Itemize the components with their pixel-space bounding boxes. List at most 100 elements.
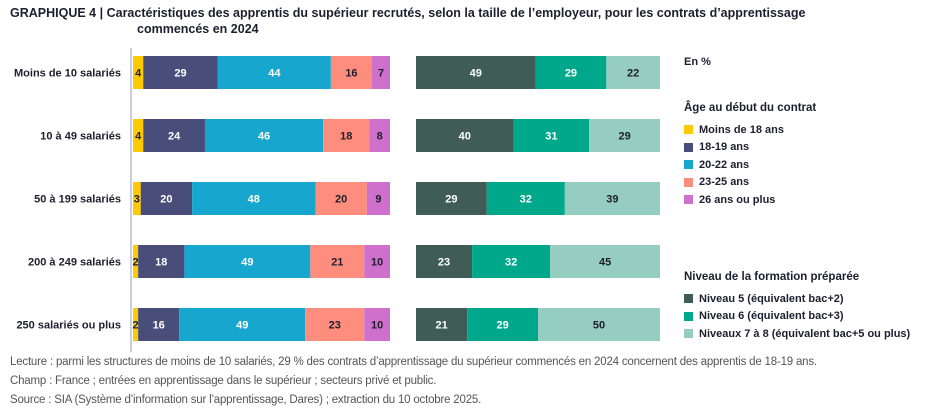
data-label: 39 bbox=[606, 194, 618, 206]
title-line1: Caractéristiques des apprentis du supéri… bbox=[106, 6, 806, 20]
note-champ: Champ : France ; entrées en apprentissag… bbox=[10, 375, 437, 387]
legend-label: Niveaux 7 à 8 (équivalent bac+5 ou plus) bbox=[699, 327, 911, 340]
bar-segment bbox=[366, 182, 390, 215]
legend-label: Niveau 6 (équivalent bac+3) bbox=[699, 310, 844, 323]
category-label: Moins de 10 salariés bbox=[14, 68, 121, 80]
legend-title: Âge au début du contrat bbox=[684, 102, 817, 114]
bar-segment bbox=[133, 308, 139, 341]
bar-segment bbox=[192, 182, 316, 215]
data-label: 29 bbox=[496, 320, 508, 332]
bar-segment bbox=[467, 308, 538, 341]
chart-notes: Lecture : parmi les structures de moins … bbox=[10, 353, 817, 410]
legend-item: 26 ans ou plus bbox=[684, 191, 816, 209]
bar-segment bbox=[179, 308, 306, 341]
bar-segment bbox=[486, 182, 565, 215]
bar-segment bbox=[140, 182, 193, 215]
legend-label: 26 ans ou plus bbox=[699, 193, 776, 206]
bar-segment bbox=[606, 56, 660, 89]
data-label: 21 bbox=[331, 257, 343, 269]
legend-label: Moins de 18 ans bbox=[699, 123, 784, 136]
legend-swatch bbox=[684, 329, 693, 339]
data-label: 7 bbox=[378, 68, 384, 80]
legend-swatch bbox=[684, 311, 693, 321]
bar-segment bbox=[184, 245, 311, 278]
bar-segment bbox=[416, 119, 514, 152]
data-label: 49 bbox=[236, 320, 248, 332]
legend-label: 18-19 ans bbox=[699, 141, 750, 154]
bar-segment bbox=[133, 245, 139, 278]
bar-segment bbox=[133, 119, 144, 152]
bar-segment bbox=[472, 245, 551, 278]
data-label: 21 bbox=[435, 320, 447, 332]
bar-segment bbox=[315, 182, 367, 215]
title-line2: commencés en 2024 bbox=[137, 22, 259, 36]
data-label: 49 bbox=[241, 257, 253, 269]
category-label: 250 salariés ou plus bbox=[16, 320, 121, 332]
data-label: 46 bbox=[258, 131, 270, 143]
data-label: 29 bbox=[174, 68, 186, 80]
data-label: 31 bbox=[545, 131, 557, 143]
legend-label: 23-25 ans bbox=[699, 176, 750, 189]
bar-segment bbox=[369, 119, 390, 152]
bar-segment bbox=[538, 308, 660, 341]
bar-segment bbox=[310, 245, 365, 278]
legend-item: 18-19 ans bbox=[684, 139, 816, 157]
data-label: 20 bbox=[335, 194, 347, 206]
unit-label: En % bbox=[684, 56, 711, 68]
data-label: 3 bbox=[134, 194, 140, 206]
data-label: 44 bbox=[268, 68, 281, 80]
legend-swatch bbox=[684, 177, 693, 187]
bar-segment bbox=[364, 245, 390, 278]
bar-segment bbox=[416, 245, 473, 278]
bar-segment bbox=[364, 308, 390, 341]
bar-segment bbox=[564, 182, 660, 215]
data-label: 8 bbox=[377, 131, 383, 143]
bar-segment bbox=[204, 119, 324, 152]
data-label: 2 bbox=[133, 320, 139, 332]
legend-swatch bbox=[684, 294, 693, 304]
data-label: 29 bbox=[618, 131, 630, 143]
data-label: 48 bbox=[248, 194, 260, 206]
bar-segment bbox=[535, 56, 607, 89]
legend-label: Niveau 5 (équivalent bac+2) bbox=[699, 292, 844, 305]
legend-age: Âge au début du contrat Moins de 18 ans 18… bbox=[684, 102, 816, 209]
chart-title: GRAPHIQUE 4 | Caractéristiques des appre… bbox=[10, 5, 805, 37]
data-label: 23 bbox=[438, 257, 450, 269]
category-label: 10 à 49 salariés bbox=[40, 131, 121, 143]
data-label: 18 bbox=[155, 257, 167, 269]
legend-item: 23-25 ans bbox=[684, 174, 816, 192]
bar-segment bbox=[305, 308, 365, 341]
data-label: 32 bbox=[520, 194, 532, 206]
data-label: 2 bbox=[133, 257, 139, 269]
data-label: 4 bbox=[135, 131, 142, 143]
data-label: 9 bbox=[375, 194, 381, 206]
legend-item: 20-22 ans bbox=[684, 156, 816, 174]
bar-segment bbox=[513, 119, 590, 152]
bar-segment bbox=[138, 245, 185, 278]
note-lecture: Lecture : parmi les structures de moins … bbox=[10, 356, 817, 368]
legend-title: Niveau de la formation préparée bbox=[684, 271, 860, 283]
category-label: 200 à 249 salariés bbox=[28, 257, 121, 269]
bar-segment bbox=[133, 56, 144, 89]
data-label: 20 bbox=[160, 194, 172, 206]
data-label: 22 bbox=[627, 68, 639, 80]
category-label: 50 à 199 salariés bbox=[34, 194, 121, 206]
legend-item: Niveaux 7 à 8 (équivalent bac+5 ou plus) bbox=[684, 325, 910, 343]
bar-segment bbox=[589, 119, 660, 152]
data-label: 23 bbox=[329, 320, 341, 332]
bar-segment bbox=[330, 56, 373, 89]
legend-item: Niveau 6 (équivalent bac+3) bbox=[684, 308, 910, 326]
data-label: 49 bbox=[470, 68, 482, 80]
bar-segment bbox=[143, 56, 218, 89]
data-label: 18 bbox=[340, 131, 352, 143]
legend-swatch bbox=[684, 160, 693, 170]
data-label: 10 bbox=[371, 320, 383, 332]
data-label: 50 bbox=[593, 320, 605, 332]
data-label: 45 bbox=[599, 257, 611, 269]
data-label: 16 bbox=[153, 320, 165, 332]
data-label: 16 bbox=[345, 68, 357, 80]
bar-segment bbox=[133, 182, 141, 215]
bar-segment bbox=[416, 308, 468, 341]
data-label: 29 bbox=[565, 68, 577, 80]
